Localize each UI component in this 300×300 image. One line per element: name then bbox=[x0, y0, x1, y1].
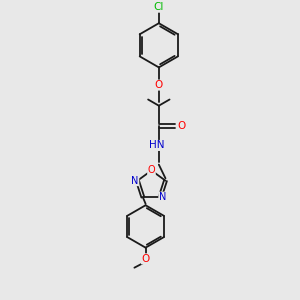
Text: O: O bbox=[155, 80, 163, 90]
Text: O: O bbox=[148, 166, 155, 176]
Text: HN: HN bbox=[149, 140, 164, 151]
Text: N: N bbox=[131, 176, 139, 186]
Text: N: N bbox=[159, 192, 166, 202]
Text: O: O bbox=[142, 254, 150, 264]
Text: Cl: Cl bbox=[154, 2, 164, 12]
Text: O: O bbox=[177, 121, 186, 131]
